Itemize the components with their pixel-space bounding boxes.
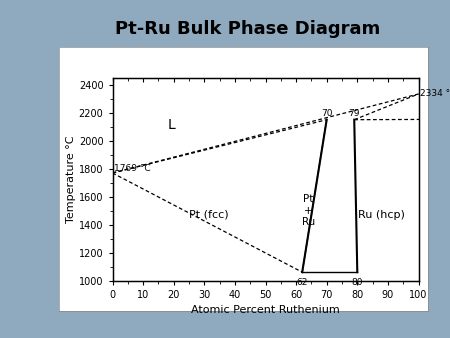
Text: 62: 62: [297, 278, 308, 287]
Text: Pt
+
Ru: Pt + Ru: [302, 194, 315, 227]
Text: 1769 °C: 1769 °C: [114, 164, 151, 173]
Text: Ru (hcp): Ru (hcp): [358, 210, 405, 220]
Text: Pt (fcc): Pt (fcc): [189, 210, 229, 220]
Text: 79: 79: [348, 108, 360, 118]
Y-axis label: Temperature °C: Temperature °C: [66, 136, 76, 223]
X-axis label: Atomic Percent Ruthenium: Atomic Percent Ruthenium: [191, 305, 340, 315]
Text: L: L: [167, 119, 176, 132]
Text: 2334 °C: 2334 °C: [420, 90, 450, 98]
Text: 70: 70: [321, 108, 333, 118]
Text: Pt-Ru Bulk Phase Diagram: Pt-Ru Bulk Phase Diagram: [115, 20, 380, 38]
Text: 80: 80: [351, 278, 363, 287]
